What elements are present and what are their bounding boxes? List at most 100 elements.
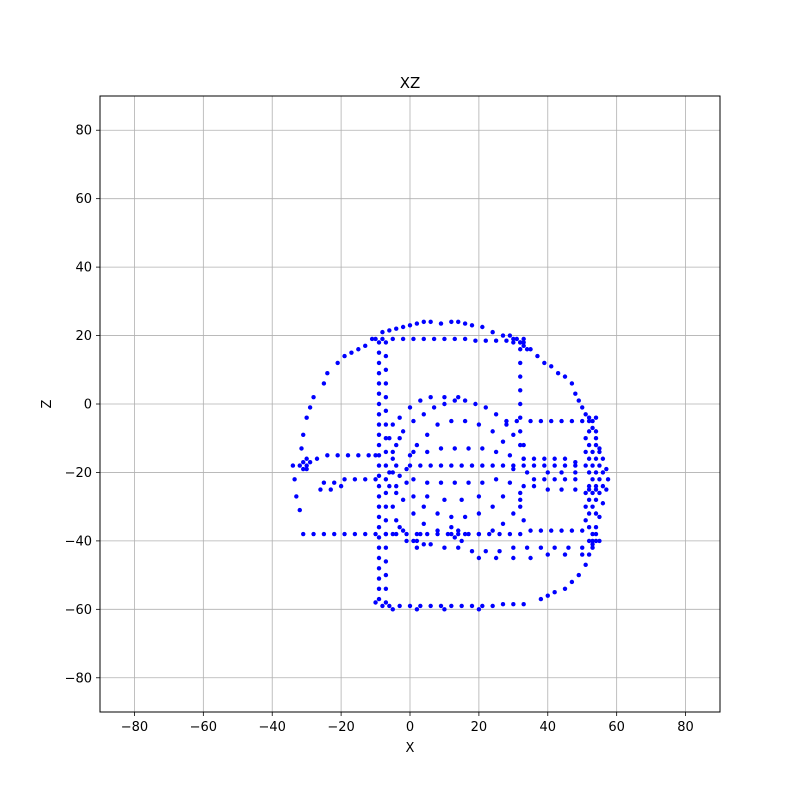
scatter-point	[593, 415, 599, 420]
scatter-point	[318, 487, 323, 492]
scatter-point	[576, 572, 581, 578]
scatter-point	[469, 463, 475, 468]
x-tick-label: 0	[406, 720, 414, 735]
scatter-point	[583, 436, 588, 441]
scatter-point	[383, 353, 389, 359]
scatter-point	[549, 528, 554, 533]
scatter-point	[390, 456, 395, 461]
scatter-point	[397, 525, 402, 530]
y-tick-label: −40	[65, 534, 92, 549]
x-tick-label: −60	[190, 720, 217, 735]
scatter-point	[383, 531, 389, 537]
scatter-point	[552, 456, 557, 461]
scatter-point	[328, 487, 333, 492]
scatter-point	[383, 463, 389, 468]
scatter-point	[586, 487, 592, 492]
scatter-point	[600, 501, 606, 506]
scatter-point	[462, 531, 468, 537]
scatter-point	[425, 480, 430, 485]
scatter-point	[376, 463, 382, 468]
scatter-point	[480, 463, 485, 468]
scatter-point	[593, 497, 599, 503]
scatter-point	[586, 552, 592, 557]
scatter-point	[562, 477, 568, 482]
scatter-point	[397, 436, 402, 441]
scatter-point	[435, 422, 440, 427]
scatter-point	[493, 412, 499, 417]
scatter-point	[473, 401, 478, 407]
scatter-point	[438, 463, 444, 468]
scatter-point	[376, 412, 382, 417]
scatter-point	[597, 490, 602, 496]
scatter-point	[593, 442, 599, 448]
scatter-point	[404, 466, 409, 472]
x-tick-label: −80	[121, 720, 148, 735]
scatter-point	[518, 415, 523, 420]
scatter-point	[497, 531, 502, 537]
scatter-point	[583, 490, 588, 496]
scatter-point	[476, 511, 482, 516]
scatter-point	[428, 394, 433, 400]
scatter-point	[511, 340, 516, 345]
scatter-point	[456, 545, 461, 550]
scatter-point	[459, 463, 464, 468]
y-tick-label: −20	[65, 466, 92, 481]
scatter-point	[590, 490, 595, 496]
scatter-point	[524, 347, 530, 352]
scatter-point	[518, 490, 523, 496]
scatter-point	[390, 422, 395, 427]
x-tick-label: 40	[540, 720, 557, 735]
scatter-point	[438, 321, 444, 326]
chart-title: XZ	[400, 74, 421, 92]
y-tick-label: 0	[84, 398, 92, 413]
scatter-point	[294, 494, 299, 499]
scatter-point	[456, 531, 461, 537]
scatter-point	[559, 528, 564, 533]
scatter-point	[383, 477, 389, 482]
scatter-point	[376, 514, 382, 520]
scatter-point	[314, 456, 320, 461]
scatter-point	[376, 432, 382, 437]
scatter-point	[383, 422, 389, 427]
scatter-point	[445, 531, 451, 537]
scatter-point	[518, 347, 523, 352]
scatter-point	[518, 531, 523, 537]
scatter-point	[387, 470, 392, 475]
scatter-point	[366, 453, 371, 458]
scatter-point	[528, 418, 533, 424]
scatter-point	[394, 326, 399, 331]
scatter-point	[411, 449, 416, 455]
scatter-point	[483, 548, 488, 554]
scatter-point	[421, 412, 426, 417]
scatter-point	[349, 350, 354, 355]
scatter-point	[456, 394, 461, 400]
x-tick-label: −40	[259, 720, 286, 735]
scatter-point	[376, 566, 382, 571]
scatter-point	[518, 504, 523, 509]
scatter-point	[411, 418, 416, 424]
scatter-point	[580, 552, 585, 557]
scatter-point	[376, 483, 382, 489]
scatter-point	[390, 336, 395, 342]
scatter-point	[421, 542, 426, 547]
scatter-point	[428, 319, 433, 325]
scatter-point	[569, 579, 575, 585]
scatter-point	[421, 336, 426, 342]
scatter-point	[573, 459, 578, 465]
scatter-point	[425, 531, 430, 537]
scatter-point	[528, 555, 533, 561]
scatter-point	[586, 429, 592, 434]
scatter-point	[593, 483, 599, 489]
scatter-point	[542, 360, 547, 366]
scatter-point	[311, 531, 316, 537]
scatter-point	[593, 525, 599, 530]
scatter-point	[363, 477, 368, 482]
scatter-point	[593, 531, 599, 537]
scatter-point	[404, 531, 409, 537]
scatter-point	[431, 336, 437, 342]
scatter-point	[449, 463, 454, 468]
scatter-point	[514, 336, 519, 342]
scatter-point	[562, 463, 568, 468]
scatter-point	[414, 531, 420, 537]
